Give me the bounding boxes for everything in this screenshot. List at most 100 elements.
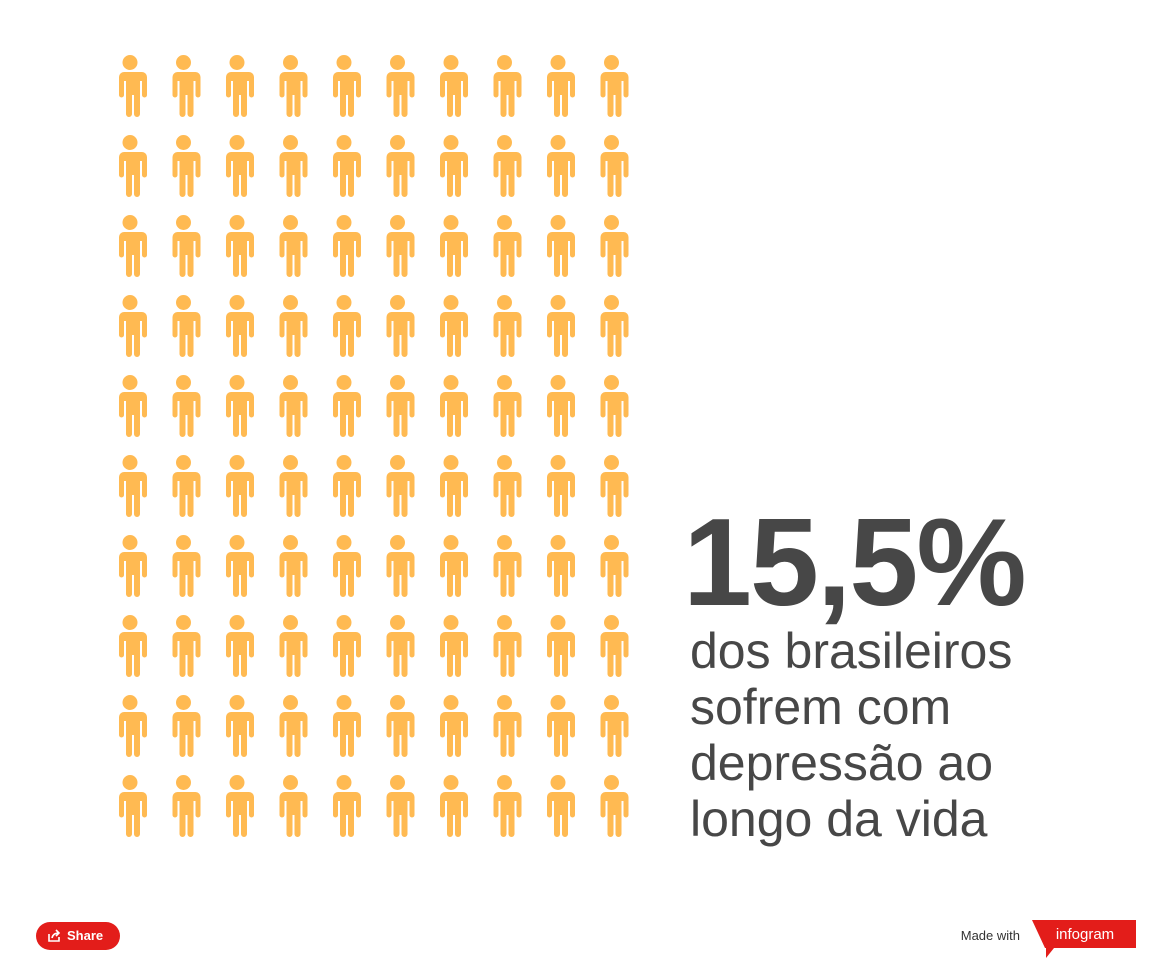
person-icon: [225, 455, 254, 517]
person-icon: [118, 135, 147, 197]
person-icon: [599, 695, 629, 757]
person-icon: [332, 615, 361, 677]
person-icon: [332, 135, 361, 197]
person-icon: [225, 215, 254, 277]
empty-icons: [118, 55, 629, 837]
person-icon: [599, 615, 629, 677]
person-icon: [171, 55, 201, 117]
person-icon: [385, 455, 415, 517]
person-icon: [439, 535, 468, 597]
person-icon: [546, 535, 575, 597]
person-icon: [385, 375, 415, 437]
person-icon: [492, 55, 522, 117]
person-icon: [171, 295, 201, 357]
caption-line: depressão ao: [690, 735, 993, 791]
person-icon: [278, 615, 308, 677]
person-icon: [599, 135, 629, 197]
person-icon: [171, 615, 201, 677]
person-icon: [225, 535, 254, 597]
person-icon: [225, 775, 254, 837]
person-icon: [546, 775, 575, 837]
person-icon: [385, 215, 415, 277]
person-icon: [278, 695, 308, 757]
person-icon: [171, 375, 201, 437]
person-icon: [278, 135, 308, 197]
person-icon: [385, 535, 415, 597]
share-button[interactable]: [36, 922, 120, 950]
person-icon: [492, 135, 522, 197]
person-icon: [439, 135, 468, 197]
person-icon: [278, 375, 308, 437]
person-icon: [118, 775, 147, 837]
person-icon: [439, 295, 468, 357]
person-icon: [546, 375, 575, 437]
person-icon: [492, 535, 522, 597]
person-icon: [171, 135, 201, 197]
share-icon: [48, 929, 61, 942]
person-icon: [385, 135, 415, 197]
person-icon: [278, 295, 308, 357]
person-icon: [118, 295, 147, 357]
person-icon: [118, 215, 147, 277]
person-icon: [332, 215, 361, 277]
person-icon: [118, 615, 147, 677]
made-with: Made with: [961, 928, 1020, 943]
person-icon: [385, 615, 415, 677]
person-icon: [118, 55, 147, 117]
person-icon: [599, 375, 629, 437]
person-icon: [492, 295, 522, 357]
person-icon: [332, 295, 361, 357]
person-icon: [599, 535, 629, 597]
person-icon: [546, 215, 575, 277]
person-icon: [385, 295, 415, 357]
person-icon: [332, 535, 361, 597]
person-icon: [332, 775, 361, 837]
person-icon: [546, 55, 575, 117]
person-icon: [439, 455, 468, 517]
person-icon: [492, 455, 522, 517]
value-label: 15,5%: [683, 494, 1025, 632]
person-icon: [171, 695, 201, 757]
person-icon: [118, 535, 147, 597]
caption-line: dos brasileiros: [690, 623, 1012, 679]
person-icon: [546, 135, 575, 197]
person-icon: [599, 295, 629, 357]
person-icon: [599, 455, 629, 517]
person-icon: [439, 55, 468, 117]
person-icon: [171, 215, 201, 277]
person-icon: [546, 455, 575, 517]
person-icon: [332, 375, 361, 437]
share-text[interactable]: Share: [67, 928, 103, 943]
person-icon: [118, 375, 147, 437]
person-icon: [278, 535, 308, 597]
caption-line: sofrem com: [690, 679, 951, 735]
person-icon: [546, 615, 575, 677]
person-icon: [492, 695, 522, 757]
person-icon: [225, 615, 254, 677]
person-icon: [118, 455, 147, 517]
person-icon: [599, 55, 629, 117]
person-icon: [385, 775, 415, 837]
person-icon: [225, 135, 254, 197]
person-icon: [171, 535, 201, 597]
person-icon: [599, 775, 629, 837]
person-icon: [439, 775, 468, 837]
person-icon: [439, 615, 468, 677]
person-icon: [385, 55, 415, 117]
person-icon: [385, 695, 415, 757]
caption-line: longo da vida: [690, 791, 988, 847]
person-icon: [492, 215, 522, 277]
person-icon: [492, 375, 522, 437]
person-icon: [332, 55, 361, 117]
person-icon: [332, 455, 361, 517]
brand: infogram: [1056, 926, 1114, 943]
person-icon: [225, 295, 254, 357]
person-icon: [492, 615, 522, 677]
person-icon: [546, 295, 575, 357]
brand-badge: [1032, 920, 1136, 958]
person-icon: [599, 215, 629, 277]
person-icon: [546, 695, 575, 757]
person-icon: [171, 455, 201, 517]
